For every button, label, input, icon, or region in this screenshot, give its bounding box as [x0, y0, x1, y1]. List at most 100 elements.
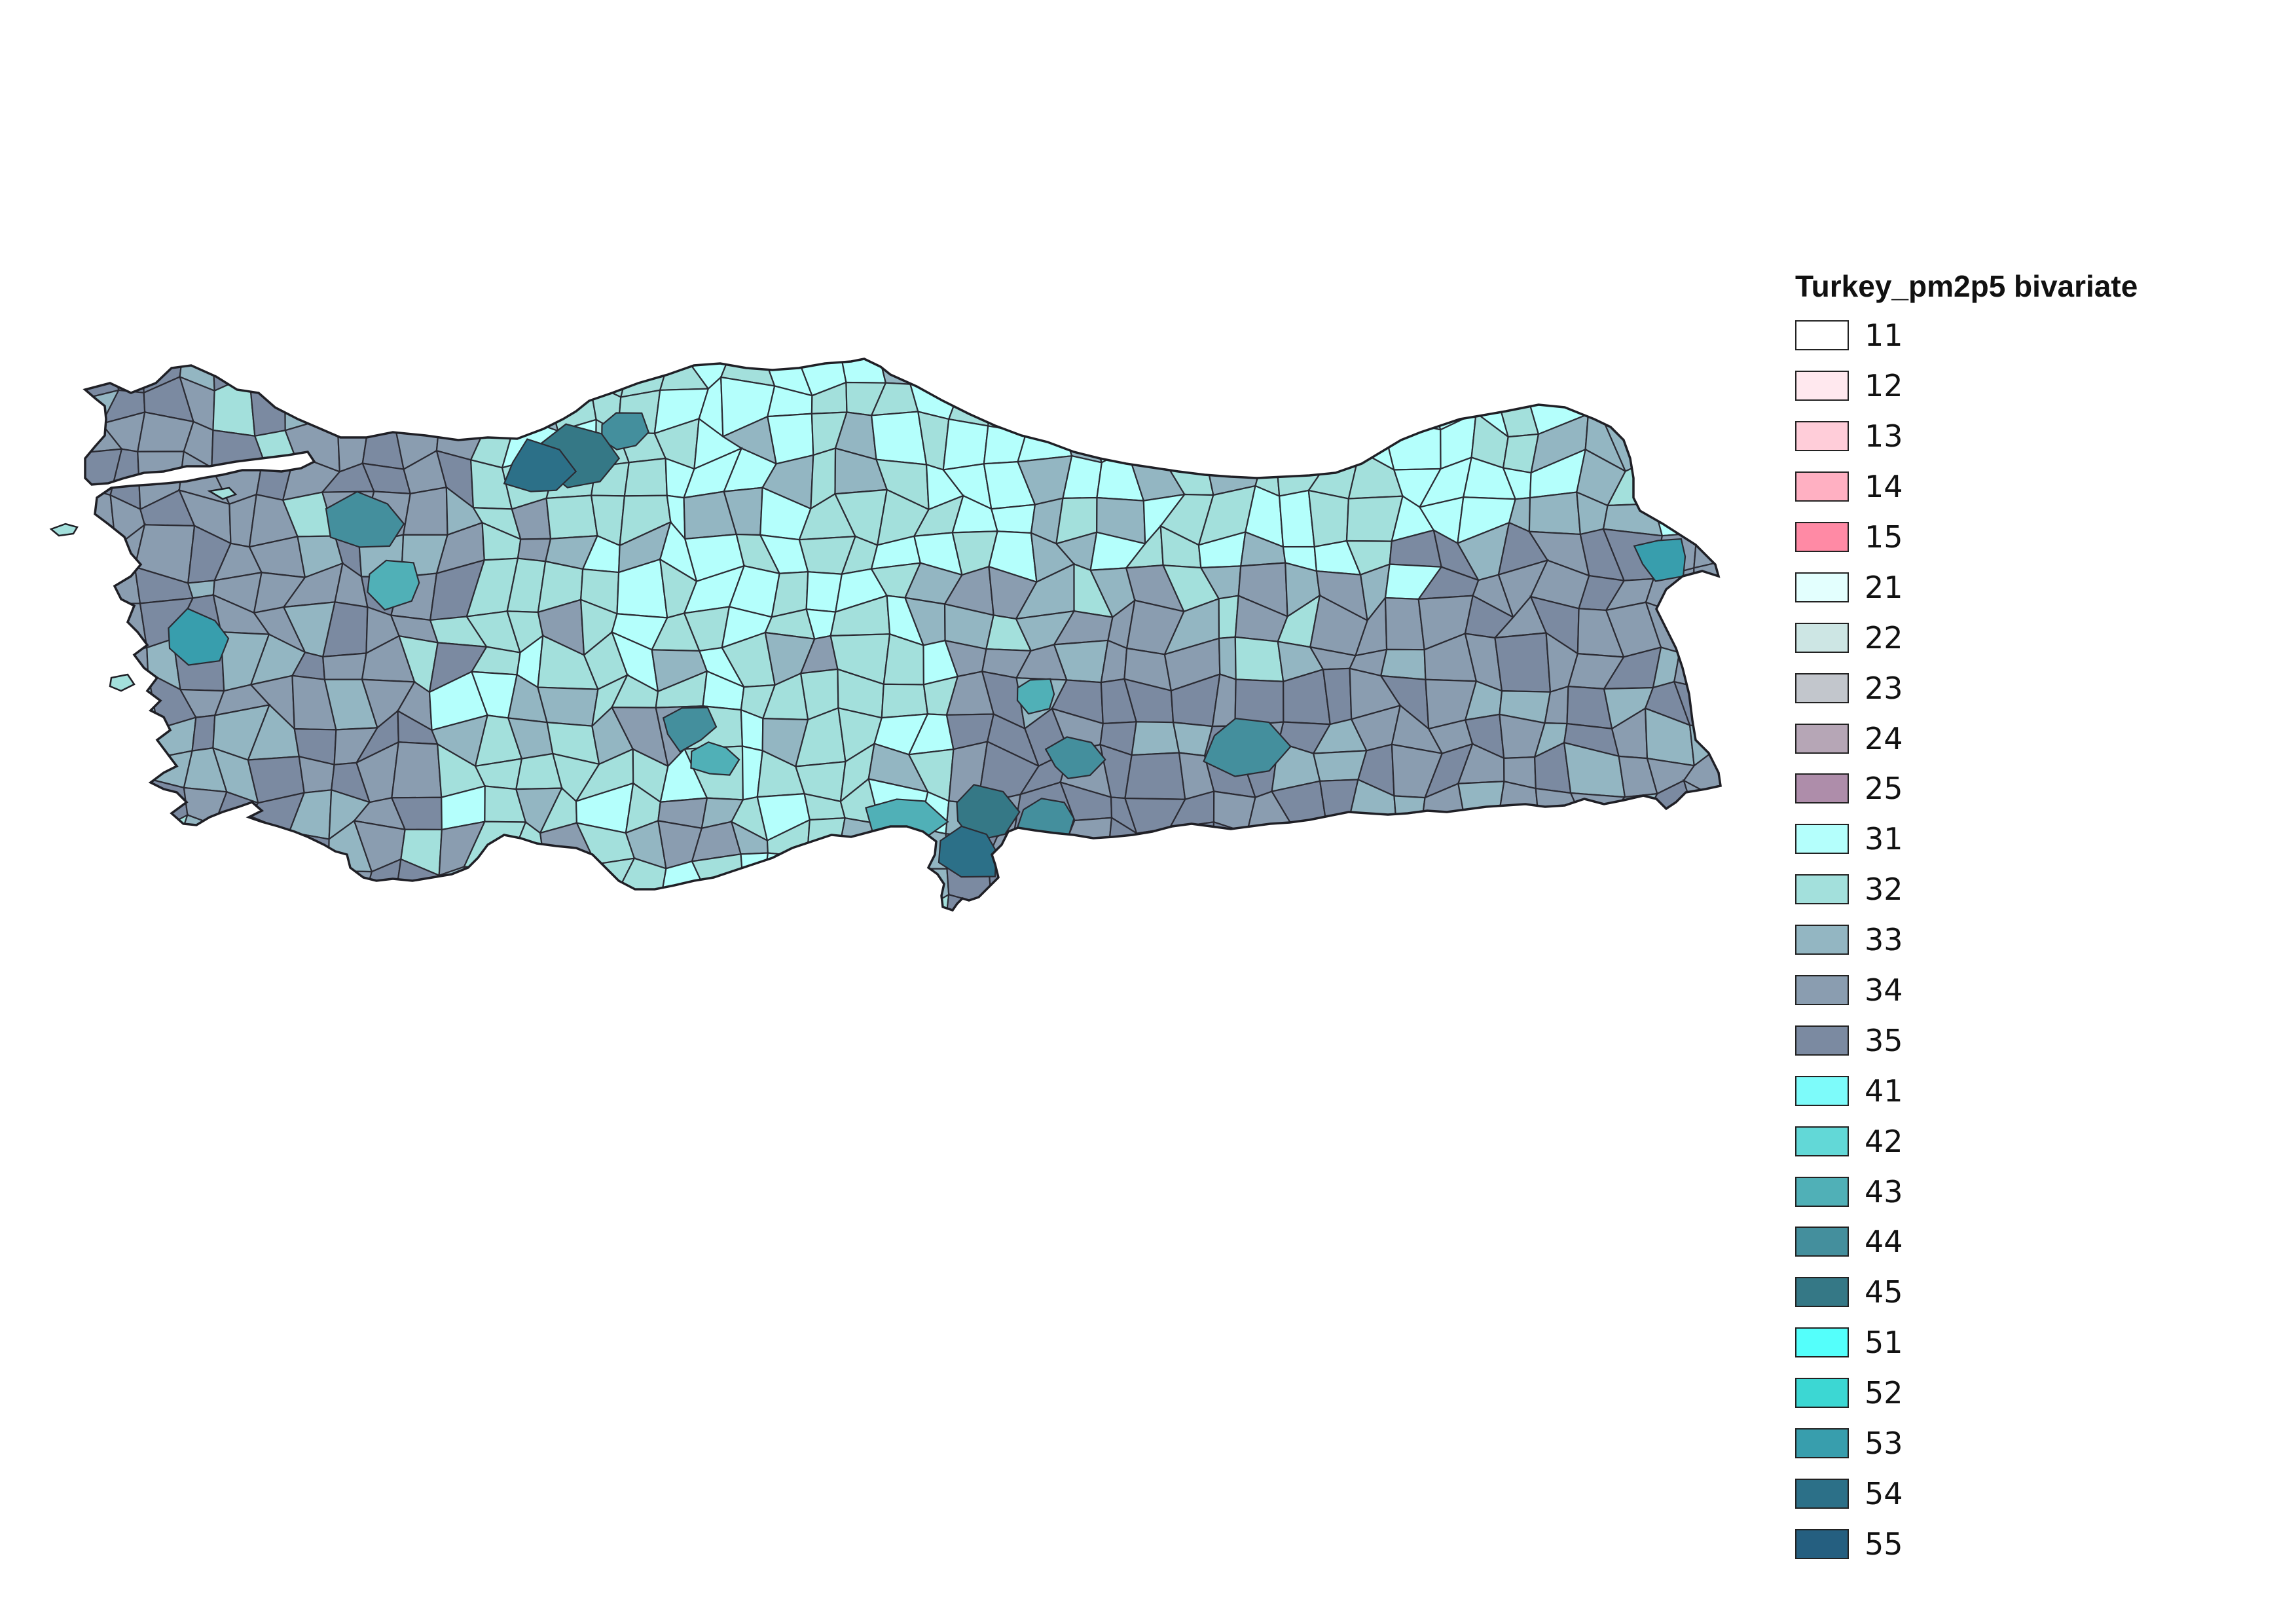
district: [85, 559, 87, 618]
district: [361, 894, 397, 910]
legend-item: 34: [1791, 965, 2250, 1016]
district: [867, 862, 930, 910]
district: [1393, 795, 1426, 837]
legend-item: 24: [1791, 713, 2250, 764]
district: [85, 851, 122, 910]
district: [1091, 865, 1144, 895]
district: [990, 359, 1025, 392]
district: [1307, 489, 1350, 548]
district: [85, 787, 118, 835]
legend-item: 13: [1791, 411, 2250, 462]
district: [248, 359, 287, 396]
district: [284, 360, 339, 396]
district: [85, 816, 118, 875]
district: [1284, 854, 1331, 895]
district: [1379, 648, 1427, 680]
district: [1122, 385, 1173, 430]
district: [536, 686, 599, 727]
district: [98, 760, 154, 803]
district: [1218, 636, 1237, 680]
legend-item: 33: [1791, 915, 2250, 965]
legend-item: 25: [1791, 764, 2250, 814]
district: [1135, 827, 1176, 874]
legend-item: 51: [1791, 1318, 2250, 1368]
district: [136, 750, 194, 789]
legend-label: 24: [1865, 720, 1903, 756]
legend-item: 53: [1791, 1418, 2250, 1469]
legend-label: 25: [1865, 771, 1903, 807]
legend-label: 23: [1865, 670, 1903, 706]
district: [836, 857, 886, 910]
legend-label: 12: [1865, 368, 1903, 404]
district: [363, 359, 409, 386]
legend-item: 45: [1791, 1267, 2250, 1318]
district: [1313, 411, 1361, 461]
district: [179, 908, 229, 910]
district: [1175, 868, 1214, 910]
district: [1275, 411, 1331, 461]
district: [1018, 386, 1066, 436]
district: [1675, 359, 1721, 397]
district: [325, 359, 374, 390]
legend-label: 41: [1865, 1073, 1903, 1109]
district: [802, 899, 843, 910]
district: [1470, 890, 1508, 910]
district: [85, 667, 107, 711]
district: [1652, 500, 1700, 537]
district: [1161, 393, 1214, 420]
district: [1169, 821, 1215, 873]
district: [1091, 891, 1140, 910]
district: [325, 870, 373, 902]
legend-label: 33: [1865, 922, 1903, 958]
legend-swatch: [1795, 320, 1849, 351]
district-hotspot: [601, 412, 649, 451]
legend: Turkey_pm2p5 bivariate 11 12 13 14 15 21 22 23 2…: [1791, 268, 2250, 1569]
district: [1206, 393, 1253, 417]
district: [1428, 359, 1469, 401]
district: [1528, 491, 1582, 536]
district: [463, 378, 520, 427]
district: [1013, 858, 1071, 910]
district: [575, 894, 617, 910]
district: [541, 359, 591, 384]
district: [1637, 821, 1698, 872]
district: [1615, 888, 1653, 910]
legend-item: 52: [1791, 1368, 2250, 1418]
district: [1694, 858, 1721, 901]
district: [212, 858, 264, 910]
legend-swatch: [1795, 925, 1849, 955]
legend-swatch: [1795, 1478, 1849, 1509]
district: [1676, 379, 1721, 429]
legend-item: 21: [1791, 562, 2250, 612]
legend-item: 44: [1791, 1217, 2250, 1267]
district: [1274, 373, 1316, 418]
legend-item: 15: [1791, 512, 2250, 563]
district: [543, 359, 596, 365]
legend-swatch: [1795, 522, 1849, 552]
district: [100, 602, 148, 657]
legend-label: 52: [1865, 1375, 1903, 1411]
district: [149, 853, 191, 910]
district: [1693, 559, 1721, 620]
district: [1131, 721, 1180, 756]
district: [116, 897, 156, 910]
district: [85, 531, 119, 574]
district: [1347, 822, 1401, 876]
district: [1202, 889, 1260, 910]
district: [1696, 495, 1721, 538]
legend-item: 14: [1791, 462, 2250, 512]
district: [1490, 890, 1550, 910]
legend-swatch: [1795, 572, 1849, 602]
district: [1644, 394, 1683, 437]
legend-label: 45: [1865, 1274, 1903, 1310]
district: [391, 741, 443, 799]
district: [211, 359, 263, 392]
district: [870, 411, 928, 466]
district: [1427, 902, 1480, 910]
district: [1494, 632, 1552, 693]
district: [149, 904, 191, 910]
legend-swatch: [1795, 1176, 1849, 1207]
legend-item: 42: [1791, 1116, 2250, 1166]
legend-swatch: [1795, 975, 1849, 1006]
district: [1673, 893, 1721, 910]
